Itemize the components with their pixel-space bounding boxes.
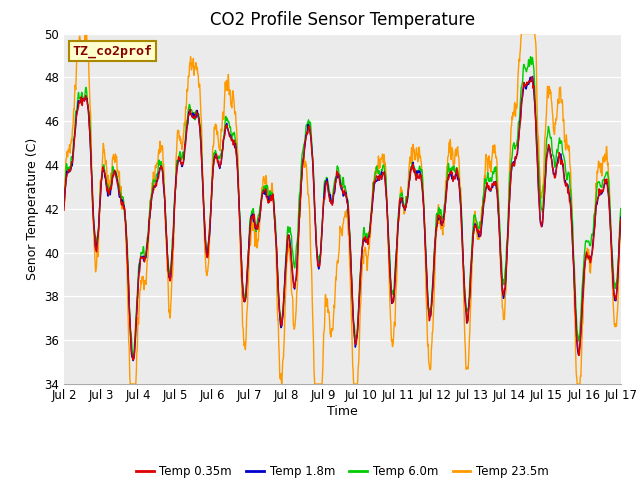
Title: CO2 Profile Sensor Temperature: CO2 Profile Sensor Temperature <box>210 11 475 29</box>
Y-axis label: Senor Temperature (C): Senor Temperature (C) <box>26 138 38 280</box>
X-axis label: Time: Time <box>327 405 358 418</box>
Text: TZ_co2prof: TZ_co2prof <box>72 45 152 58</box>
Legend: Temp 0.35m, Temp 1.8m, Temp 6.0m, Temp 23.5m: Temp 0.35m, Temp 1.8m, Temp 6.0m, Temp 2… <box>131 461 554 480</box>
